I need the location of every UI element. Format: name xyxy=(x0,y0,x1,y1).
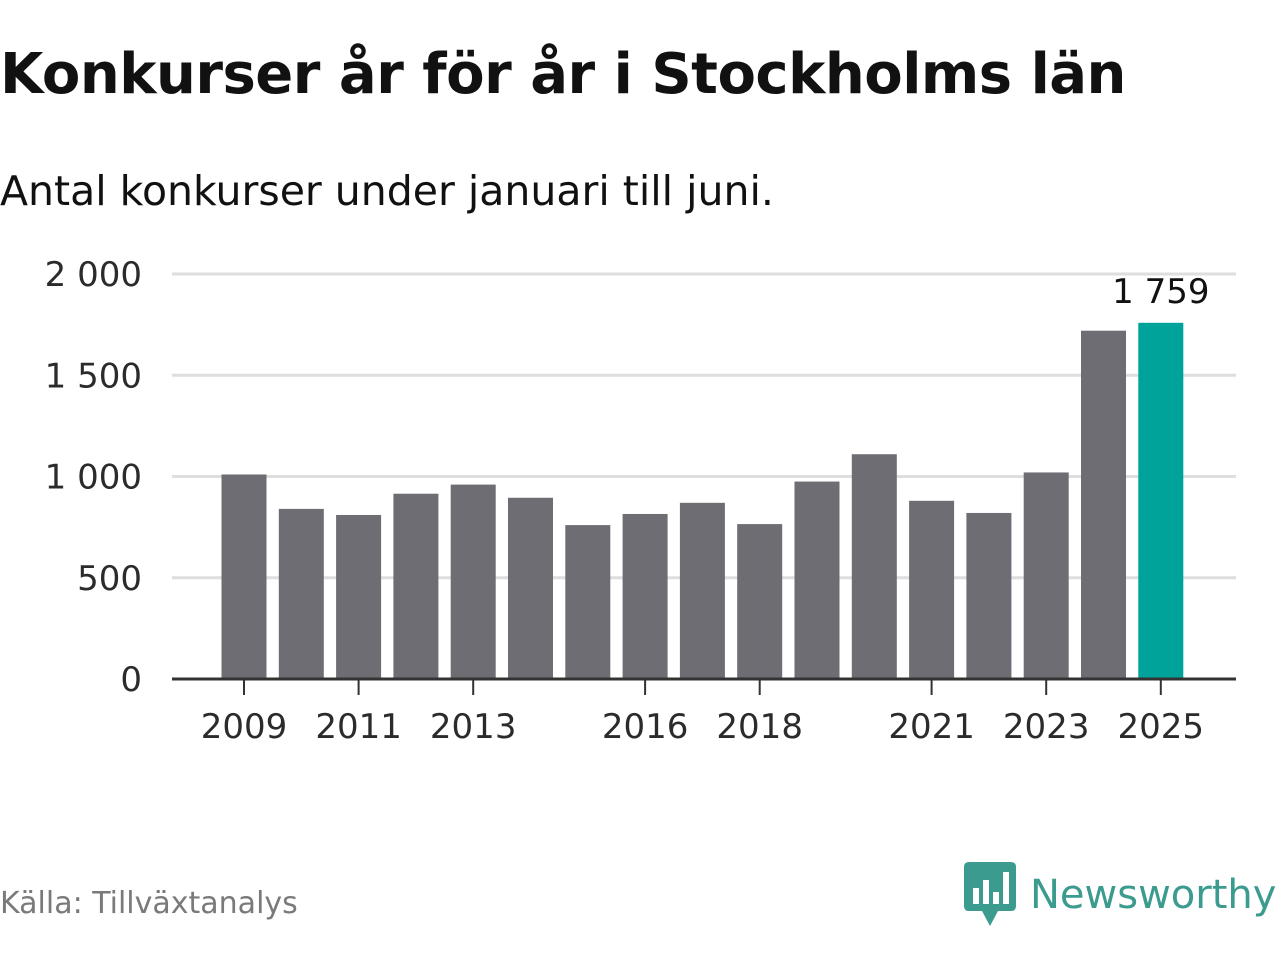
x-tick-label: 2011 xyxy=(315,707,402,747)
bar-2017 xyxy=(679,502,725,679)
y-tick-label: 2 000 xyxy=(45,255,142,295)
annotations: 1 759 xyxy=(1112,272,1209,312)
bar-2019 xyxy=(794,481,840,679)
bar-2018 xyxy=(737,524,783,679)
bar-2022 xyxy=(966,512,1012,679)
bar-2023 xyxy=(1023,472,1069,679)
x-tick-label: 2023 xyxy=(1003,707,1090,747)
bar-2020 xyxy=(851,454,897,679)
brand-logo: Newsworthy xyxy=(964,862,1276,928)
bar-2021 xyxy=(909,500,955,679)
brand-name: Newsworthy xyxy=(1030,872,1277,918)
bar-2011 xyxy=(336,514,382,679)
bar-2009 xyxy=(221,474,267,679)
x-tick-label: 2016 xyxy=(602,707,689,747)
newsworthy-logo-icon xyxy=(964,862,1016,926)
bar-2015 xyxy=(565,525,611,679)
x-tick-label: 2009 xyxy=(201,707,288,747)
y-tick-label: 1 500 xyxy=(45,356,142,396)
bar-2025 xyxy=(1138,322,1184,679)
y-tick-label: 500 xyxy=(77,559,142,599)
bar-2024 xyxy=(1081,330,1126,679)
y-axis-labels: 0 500 1 000 1 500 2 000 xyxy=(45,255,142,700)
bar-2014 xyxy=(508,497,553,679)
bar-2012 xyxy=(393,493,439,679)
x-axis: 2009 2011 2013 2016 2018 2021 2023 2025 xyxy=(172,677,1236,747)
x-tick-label: 2018 xyxy=(716,707,803,747)
bar-2010 xyxy=(278,508,324,679)
y-tick-label: 1 000 xyxy=(45,458,142,498)
chart-subtitle: Antal konkurser under januari till juni. xyxy=(0,167,774,215)
chart-title: Konkurser år för år i Stockholms län xyxy=(0,42,1126,107)
bar-2016 xyxy=(622,513,668,679)
x-tick-label: 2025 xyxy=(1118,707,1205,747)
bars xyxy=(221,322,1184,679)
x-tick-label: 2013 xyxy=(430,707,517,747)
x-tick-label: 2021 xyxy=(888,707,975,747)
y-tick-label: 0 xyxy=(120,660,142,700)
bar-2013 xyxy=(450,484,496,679)
bar-chart: 0 500 1 000 1 500 2 000 2009 2011 2013 2016 2018… xyxy=(45,255,1236,747)
data-label: 1 759 xyxy=(1112,272,1209,312)
source-note: Källa: Tillväxtanalys xyxy=(0,886,298,921)
